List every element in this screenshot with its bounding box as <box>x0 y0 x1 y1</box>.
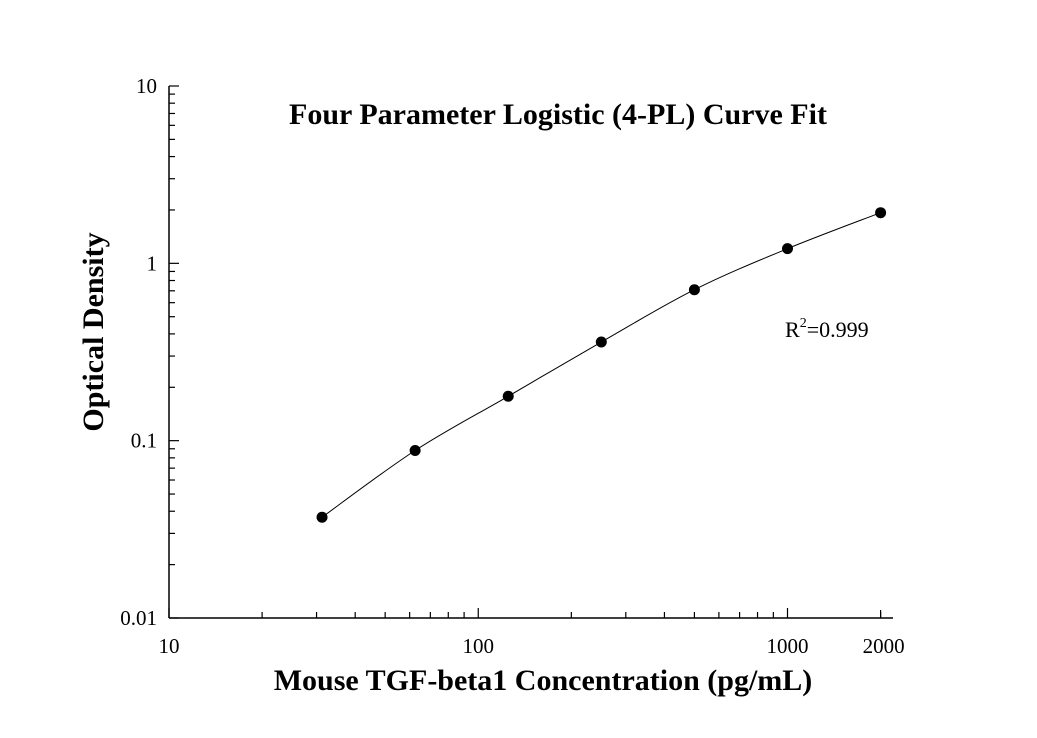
r-squared-value: =0.999 <box>807 317 869 342</box>
x-tick-label: 10 <box>159 634 180 658</box>
x-tick-label: 2000 <box>863 634 905 658</box>
y-axis-label: Optical Density <box>77 232 110 431</box>
x-ticks: 10 100 1000 2000 <box>159 608 905 658</box>
fit-curve <box>321 212 881 518</box>
y-ticks: 0.01 0.1 1 10 <box>120 74 179 630</box>
x-tick-label: 100 <box>463 634 495 658</box>
r-squared-base: R <box>785 317 800 342</box>
y-tick-label: 0.01 <box>120 606 157 630</box>
r-squared-superscript: 2 <box>800 316 807 331</box>
data-point <box>502 390 514 402</box>
x-axis-label: Mouse TGF-beta1 Concentration (pg/mL) <box>274 664 813 697</box>
y-tick-label: 1 <box>147 251 158 275</box>
y-tick-label: 10 <box>136 74 157 98</box>
data-point <box>782 243 793 255</box>
x-tick-label: 1000 <box>767 634 809 658</box>
data-point <box>688 284 700 296</box>
chart-title: Four Parameter Logistic (4-PL) Curve Fit <box>289 98 827 131</box>
data-point <box>316 511 328 523</box>
data-points <box>316 207 887 523</box>
data-point <box>595 336 607 348</box>
y-tick-label: 0.1 <box>131 429 157 453</box>
data-point <box>875 207 887 219</box>
r-squared-annotation: R2=0.999 <box>785 316 869 342</box>
data-point <box>409 445 421 457</box>
plot-axes <box>168 86 893 619</box>
